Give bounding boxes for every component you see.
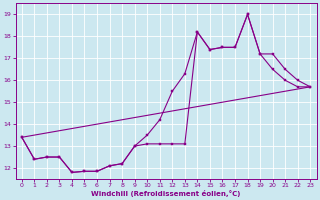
- X-axis label: Windchill (Refroidissement éolien,°C): Windchill (Refroidissement éolien,°C): [91, 190, 241, 197]
